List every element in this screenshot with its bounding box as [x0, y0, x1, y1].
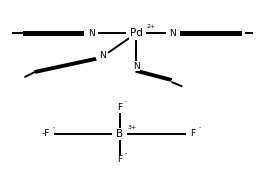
Text: N: N	[133, 62, 139, 70]
Text: -: -	[125, 152, 127, 157]
Text: -: -	[53, 126, 55, 131]
Text: N: N	[169, 29, 176, 38]
Text: B: B	[116, 129, 123, 139]
Text: -: -	[199, 126, 201, 131]
Text: 2+: 2+	[146, 24, 156, 29]
Text: F: F	[191, 129, 196, 138]
Text: N: N	[99, 51, 105, 60]
Text: 3+: 3+	[128, 125, 137, 130]
Text: -: -	[125, 100, 127, 105]
Text: N: N	[88, 29, 94, 38]
Text: F: F	[117, 155, 122, 164]
Text: -F: -F	[42, 129, 50, 138]
Text: F: F	[117, 103, 122, 112]
Text: Pd: Pd	[129, 28, 143, 39]
